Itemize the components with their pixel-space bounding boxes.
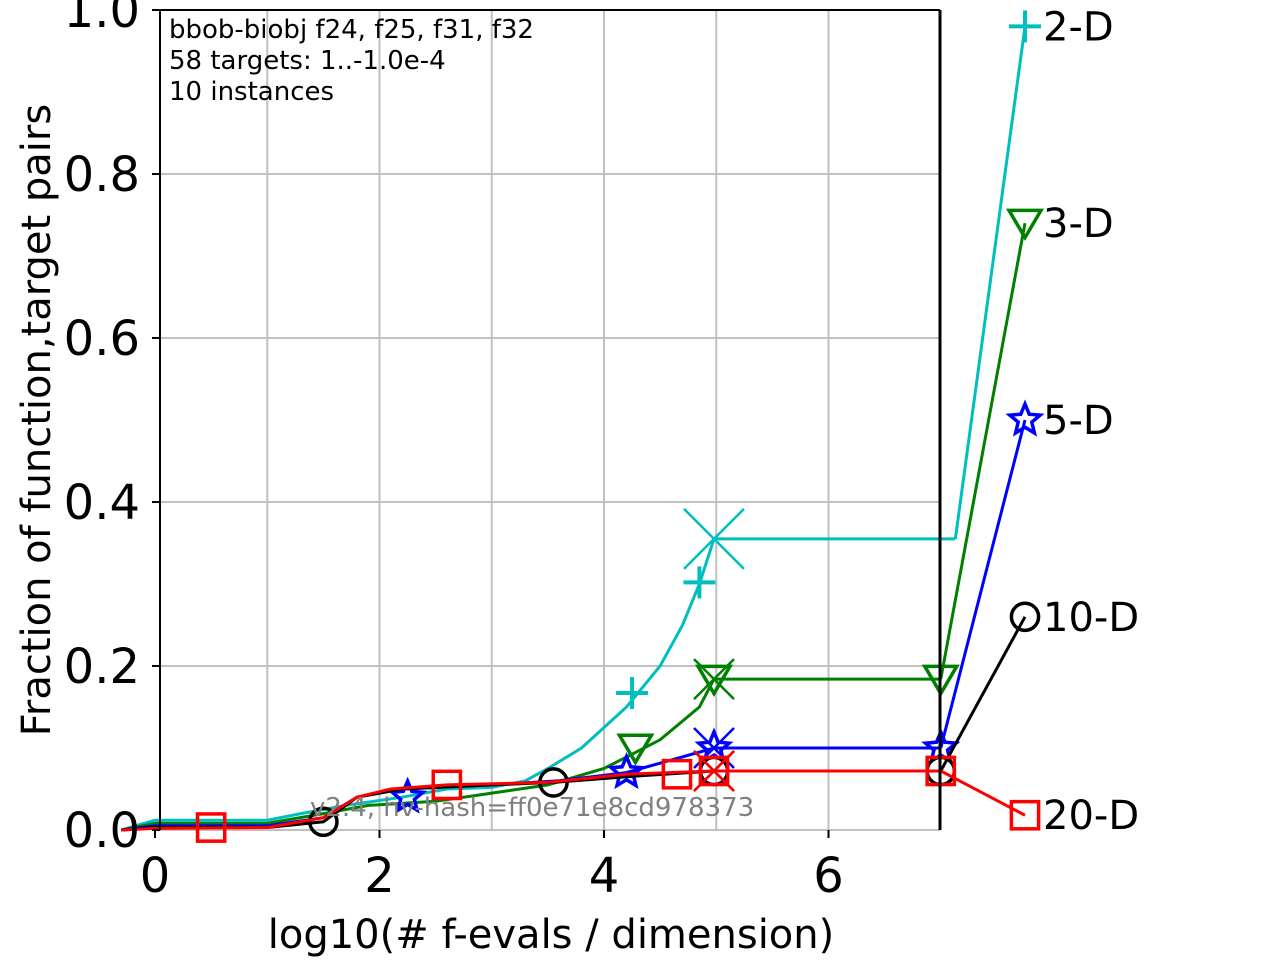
- x-tick-label: 0: [140, 848, 171, 904]
- y-tick-label: 0.2: [64, 639, 140, 695]
- series-final-marker-20-d: [1009, 799, 1041, 831]
- info-box: bbob-biobj f24, f25, f31, f32 58 targets…: [169, 15, 534, 107]
- y-tick-label: 0.6: [64, 311, 140, 367]
- plot-frame: [159, 9, 942, 830]
- info-line-2: 58 targets: 1..-1.0e-4: [169, 46, 446, 76]
- grid: [160, 9, 940, 831]
- series-marker-5-d: [606, 752, 647, 790]
- y-axis-label: Fraction of function,target pairs: [14, 104, 60, 736]
- y-tick-label: 1.0: [64, 0, 140, 39]
- x-tick-label: 2: [364, 848, 395, 904]
- series-final-line-5-d: [939, 419, 1027, 749]
- y-tick-label: 0.4: [64, 475, 140, 531]
- series-20-d: 20-D: [121, 750, 1139, 843]
- series-label-5-d: 5-D: [1043, 398, 1114, 444]
- series-marker-3-d: [616, 733, 655, 766]
- series-marker-2-d: [683, 566, 716, 599]
- version-hash-label: v2.4, hv-hash=ff0e71e8cd978373: [310, 793, 754, 823]
- series-2-d: 2-D: [120, 4, 1114, 832]
- x-tick-label: 4: [589, 848, 620, 904]
- tick-marks: 0 2 4 6 0.0 0.2 0.4 0.6 0.8 1.0: [64, 0, 844, 904]
- series-marker-20-d: [195, 812, 227, 843]
- series-layer: 2-D 3-D 5-D 10-D 20-D: [120, 4, 1139, 843]
- series-label-2-d: 2-D: [1043, 4, 1114, 50]
- series-final-marker-5-d: [1005, 399, 1045, 437]
- series-marker-20-d: [698, 755, 730, 787]
- series-line-20-d: [121, 769, 941, 832]
- info-line-3: 10 instances: [169, 77, 334, 107]
- series-final-marker-2-d: [1009, 10, 1041, 43]
- info-line-1: bbob-biobj f24, f25, f31, f32: [169, 15, 534, 45]
- series-marker-10-d: [308, 806, 339, 838]
- y-tick-label: 0.8: [64, 147, 140, 203]
- series-label-20-d: 20-D: [1043, 793, 1139, 839]
- series-marker-5-d: [694, 727, 734, 765]
- series-marker-3-d: [694, 664, 734, 697]
- series-marker-5-d: [387, 776, 428, 814]
- series-label-3-d: 3-D: [1043, 201, 1114, 247]
- x-axis-label: log10(# f-evals / dimension): [268, 912, 835, 958]
- budget-cross-marker: [683, 508, 745, 570]
- series-line-2-d: [120, 537, 956, 832]
- series-final-line-10-d: [939, 616, 1027, 772]
- series-label-10-d: 10-D: [1043, 595, 1139, 641]
- series-marker-2-d: [616, 677, 649, 710]
- y-tick-label: 0.0: [64, 803, 140, 859]
- series-final-line-3-d: [939, 222, 1027, 680]
- series-3-d: 3-D: [121, 201, 1114, 832]
- series-line-3-d: [121, 677, 941, 832]
- series-final-marker-3-d: [1005, 208, 1045, 242]
- series-final-marker-10-d: [1009, 601, 1041, 633]
- series-marker-20-d: [661, 758, 693, 790]
- series-marker-20-d: [431, 769, 463, 801]
- x-tick-label: 6: [813, 848, 844, 904]
- series-final-line-2-d: [953, 26, 1027, 540]
